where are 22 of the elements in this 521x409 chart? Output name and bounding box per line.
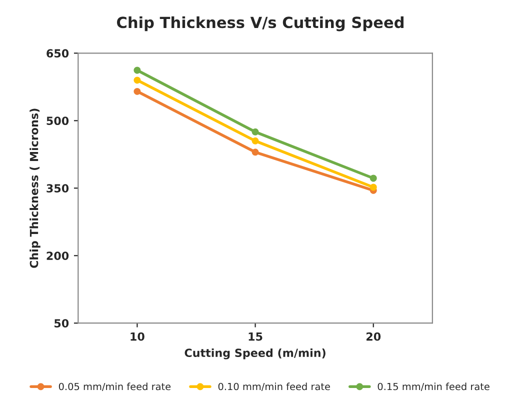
point <box>134 88 141 95</box>
y-tick-label: 350 <box>46 184 69 193</box>
point <box>134 66 141 74</box>
chart-title: Chip Thickness V/s Cutting Speed <box>116 16 404 32</box>
x-tick-label: 20 <box>366 332 381 341</box>
y-tick-label: 650 <box>46 49 69 58</box>
point <box>252 128 259 136</box>
point <box>370 174 377 182</box>
point <box>252 148 259 156</box>
legend-label: 0.05 mm/min feed rate <box>58 382 171 391</box>
point <box>370 184 377 191</box>
legend-label: 0.10 mm/min feed rate <box>218 382 330 391</box>
y-tick-label: 50 <box>54 319 69 328</box>
y-tick-label: 500 <box>46 116 69 126</box>
x-tick-label: 10 <box>130 332 144 341</box>
point <box>134 76 141 84</box>
y-axis-title: Chip Thickness ( Microns) <box>30 108 40 268</box>
legend-label: 0.15 mm/min feed rate <box>378 382 490 391</box>
x-tick-label: 15 <box>248 332 262 341</box>
y-tick-label: 200 <box>46 252 69 260</box>
point <box>252 137 259 144</box>
x-axis-title: Cutting Speed (m/min) <box>184 348 326 360</box>
